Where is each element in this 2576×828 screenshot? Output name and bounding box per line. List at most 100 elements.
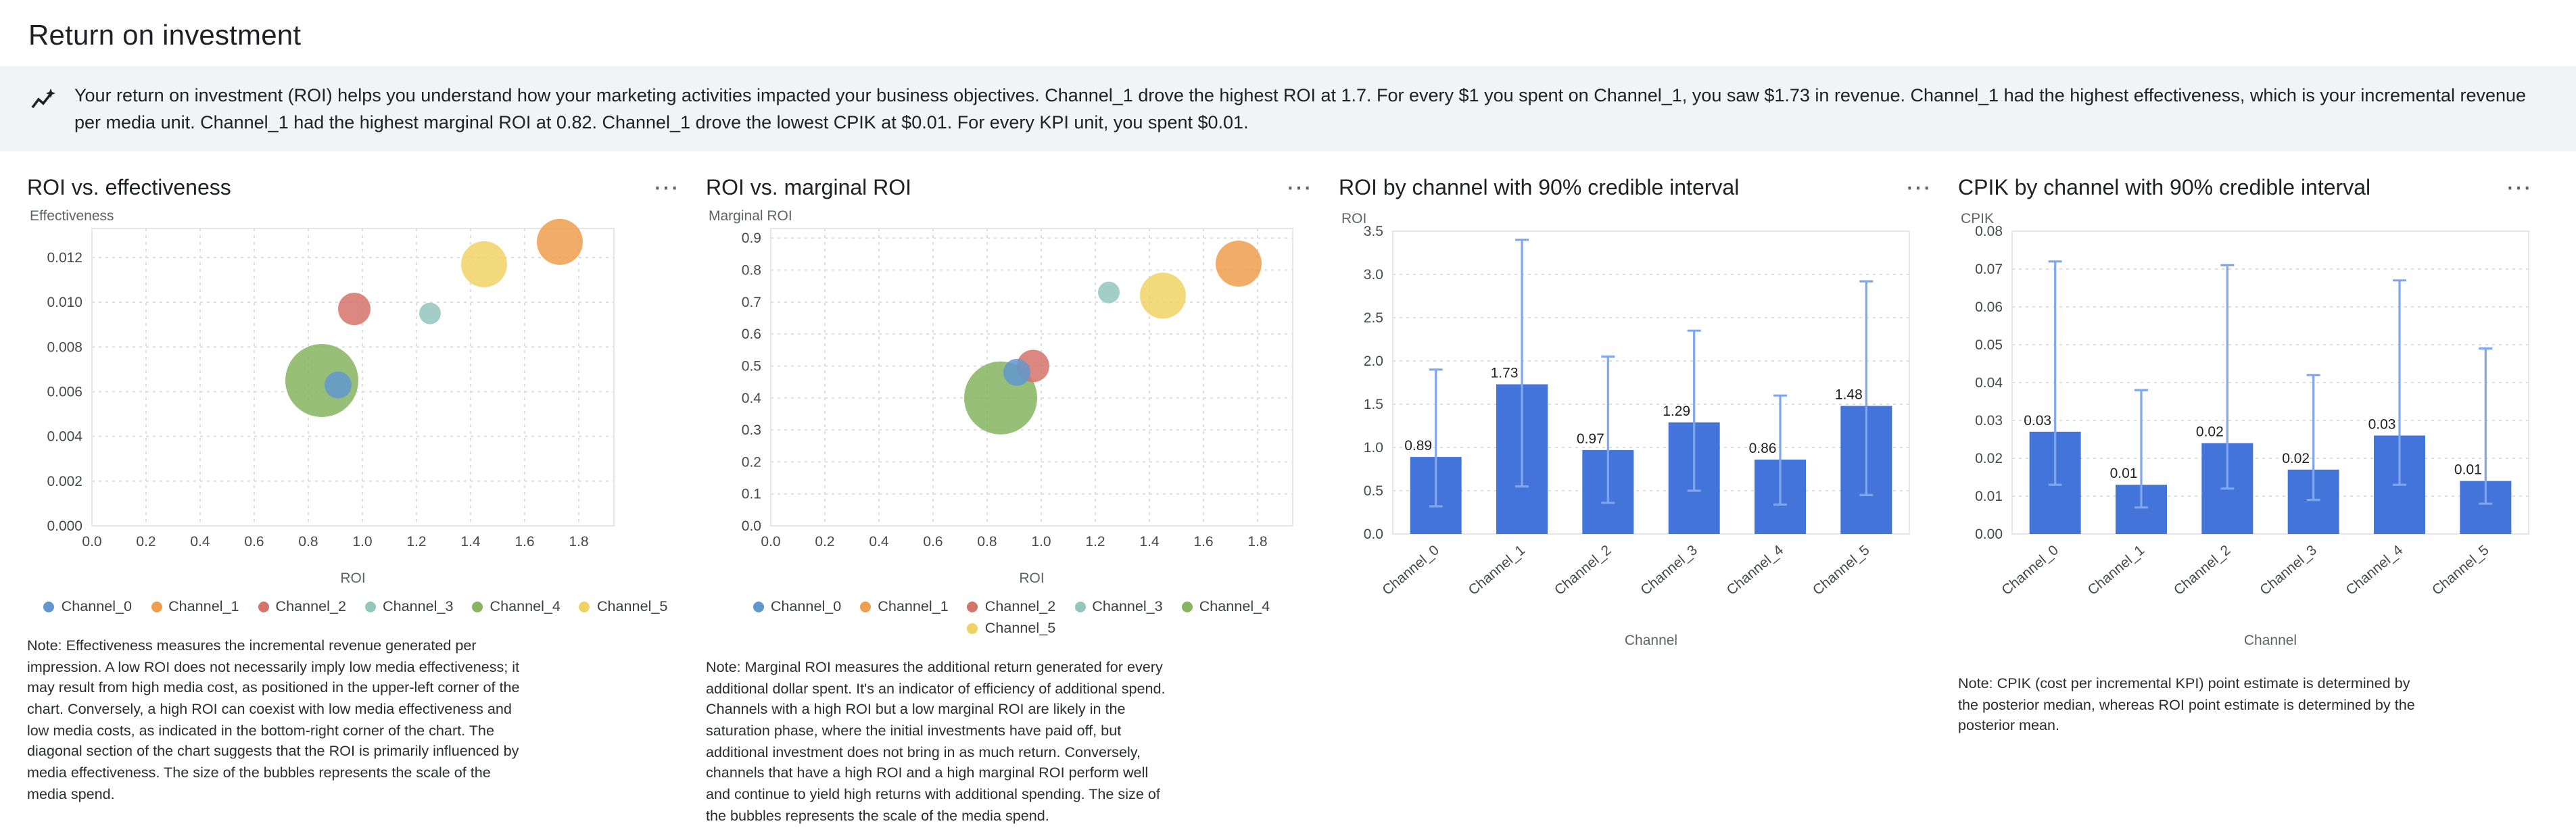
svg-text:0.04: 0.04 [1975, 375, 2003, 391]
legend-dot-icon [1181, 602, 1193, 613]
svg-text:CPIK: CPIK [1961, 211, 1994, 226]
insight-banner: Your return on investment (ROI) helps yo… [0, 66, 2576, 152]
svg-text:0.0: 0.0 [1364, 527, 1383, 542]
roi-vs-marginal-roi-chart[interactable]: Marginal ROI 0.0 0.1 0.2 0.3 0.4 0.5 0.6 0.7 0.8 0… [706, 207, 1325, 588]
svg-text:0.00: 0.00 [1975, 527, 2003, 542]
legend-label: Channel_4 [1199, 599, 1270, 616]
legend-item: Channel_1 [860, 599, 949, 616]
svg-text:0.9: 0.9 [742, 230, 761, 246]
svg-text:0.8: 0.8 [977, 534, 997, 550]
page-header: Return on investment [0, 0, 2576, 66]
svg-text:0.02: 0.02 [1975, 451, 2003, 466]
legend-dot-icon [967, 602, 978, 613]
legend-label: Channel_1 [168, 599, 239, 616]
svg-text:0.002: 0.002 [47, 474, 82, 489]
svg-text:ROI: ROI [1019, 570, 1044, 586]
svg-text:0.97: 0.97 [1577, 431, 1604, 447]
bubble-Channel_2[interactable] [338, 293, 371, 326]
roi-vs-effectiveness-chart[interactable]: Effectiveness 0.000 0.002 0.004 0.006 0.008 0.… [27, 207, 646, 588]
legend-dot-icon [151, 602, 162, 613]
bubble-Channel_5[interactable] [461, 241, 507, 288]
chart-note: Note: CPIK (cost per incremental KPI) po… [1958, 676, 2415, 735]
svg-text:Channel: Channel [2244, 633, 2297, 648]
chart-legend: Channel_0 Channel_1 Channel_2 Channel_3 Chan… [27, 599, 684, 615]
bubble-Channel_4[interactable] [285, 344, 358, 418]
svg-text:0.4: 0.4 [742, 391, 762, 406]
card-roi-by-channel: ROI by channel with 90% credible interva… [1339, 176, 1936, 656]
svg-text:ROI: ROI [1341, 211, 1366, 226]
legend-dot-icon [967, 623, 978, 635]
legend-dot-icon [365, 602, 376, 613]
legend-dot-icon [258, 602, 269, 613]
bubble-Channel_1[interactable] [1216, 241, 1262, 287]
svg-text:0.01: 0.01 [1975, 489, 2003, 504]
card-header: ROI vs. effectiveness ⋯ [27, 176, 684, 201]
svg-text:0.3: 0.3 [742, 422, 761, 438]
svg-text:Effectiveness: Effectiveness [30, 208, 114, 224]
svg-text:2.0: 2.0 [1364, 354, 1383, 369]
svg-text:0.0: 0.0 [742, 518, 761, 534]
card-header: ROI by channel with 90% credible interva… [1339, 176, 1936, 201]
svg-text:0.7: 0.7 [742, 295, 761, 310]
roi-by-channel-chart[interactable]: ROI 0.0 0.5 1.0 1.5 2.0 2.5 3.0 3.5 0.89 Channel_0… [1339, 207, 1931, 656]
svg-text:1.73: 1.73 [1491, 366, 1519, 381]
legend-dot-icon [43, 602, 55, 613]
cards-row: ROI vs. effectiveness ⋯ Effectiveness 0.0… [0, 151, 2576, 828]
svg-text:0.008: 0.008 [47, 340, 82, 356]
legend-label: Channel_3 [1092, 599, 1163, 616]
svg-text:0.03: 0.03 [2024, 413, 2051, 429]
more-options-button[interactable]: ⋯ [648, 176, 684, 201]
chart-title: ROI by channel with 90% credible interva… [1339, 176, 1740, 200]
legend-label: Channel_2 [275, 599, 346, 616]
svg-text:0.6: 0.6 [923, 534, 943, 550]
svg-text:Channel_2: Channel_2 [1552, 542, 1615, 598]
card-header: CPIK by channel with 90% credible interv… [1958, 176, 2537, 201]
chart-note: Note: Effectiveness measures the increme… [27, 638, 520, 803]
svg-text:0.06: 0.06 [1975, 299, 2003, 315]
svg-text:0.05: 0.05 [1975, 337, 2003, 353]
svg-text:ROI: ROI [340, 570, 365, 586]
bubble-Channel_3[interactable] [419, 302, 441, 324]
legend-label: Channel_3 [383, 599, 454, 616]
bubble-Channel_0[interactable] [325, 371, 352, 399]
svg-text:0.01: 0.01 [2454, 462, 2482, 478]
legend-item: Channel_0 [43, 599, 132, 615]
svg-text:0.02: 0.02 [2282, 451, 2310, 466]
legend-item: Channel_1 [151, 599, 239, 615]
svg-text:0.2: 0.2 [815, 534, 834, 550]
bubble-Channel_0[interactable] [1003, 359, 1030, 387]
svg-text:1.0: 1.0 [1364, 440, 1383, 456]
svg-text:0.6: 0.6 [244, 534, 264, 550]
legend-item: Channel_2 [258, 599, 346, 615]
bubble-Channel_3[interactable] [1098, 281, 1120, 303]
card-roi-vs-effectiveness: ROI vs. effectiveness ⋯ Effectiveness 0.0… [27, 176, 684, 806]
svg-text:0.1: 0.1 [742, 487, 761, 502]
legend-item: Channel_3 [1074, 599, 1163, 616]
legend-dot-icon [753, 602, 764, 613]
chart-title: CPIK by channel with 90% credible interv… [1958, 176, 2371, 200]
legend-item: Channel_2 [967, 599, 1055, 615]
svg-text:Channel_0: Channel_0 [1999, 542, 2061, 598]
svg-text:0.4: 0.4 [190, 534, 210, 550]
legend-dot-icon [860, 602, 872, 613]
cpik-by-channel-chart[interactable]: CPIK 0.00 0.01 0.02 0.03 0.04 0.05 0.06 0.07 0.08… [1958, 207, 2550, 656]
more-options-button[interactable]: ⋯ [1281, 176, 1317, 201]
svg-text:1.48: 1.48 [1835, 387, 1863, 403]
svg-text:Channel_1: Channel_1 [1466, 542, 1529, 598]
svg-text:0.000: 0.000 [47, 518, 82, 534]
more-options-button[interactable]: ⋯ [2500, 176, 2537, 201]
svg-text:3.0: 3.0 [1364, 267, 1383, 283]
legend-label: Channel_1 [878, 599, 949, 616]
svg-text:1.29: 1.29 [1663, 404, 1690, 419]
chart-title: ROI vs. effectiveness [27, 176, 231, 200]
legend-dot-icon [579, 602, 590, 613]
bubble-Channel_1[interactable] [537, 219, 583, 266]
svg-text:1.6: 1.6 [1193, 534, 1213, 550]
svg-text:0.03: 0.03 [1975, 413, 2003, 429]
svg-text:3.5: 3.5 [1364, 224, 1383, 239]
svg-text:Channel_3: Channel_3 [2257, 542, 2320, 598]
more-options-button[interactable]: ⋯ [1900, 176, 1936, 201]
legend-item: Channel_4 [472, 599, 560, 615]
bubble-Channel_5[interactable] [1140, 272, 1186, 319]
